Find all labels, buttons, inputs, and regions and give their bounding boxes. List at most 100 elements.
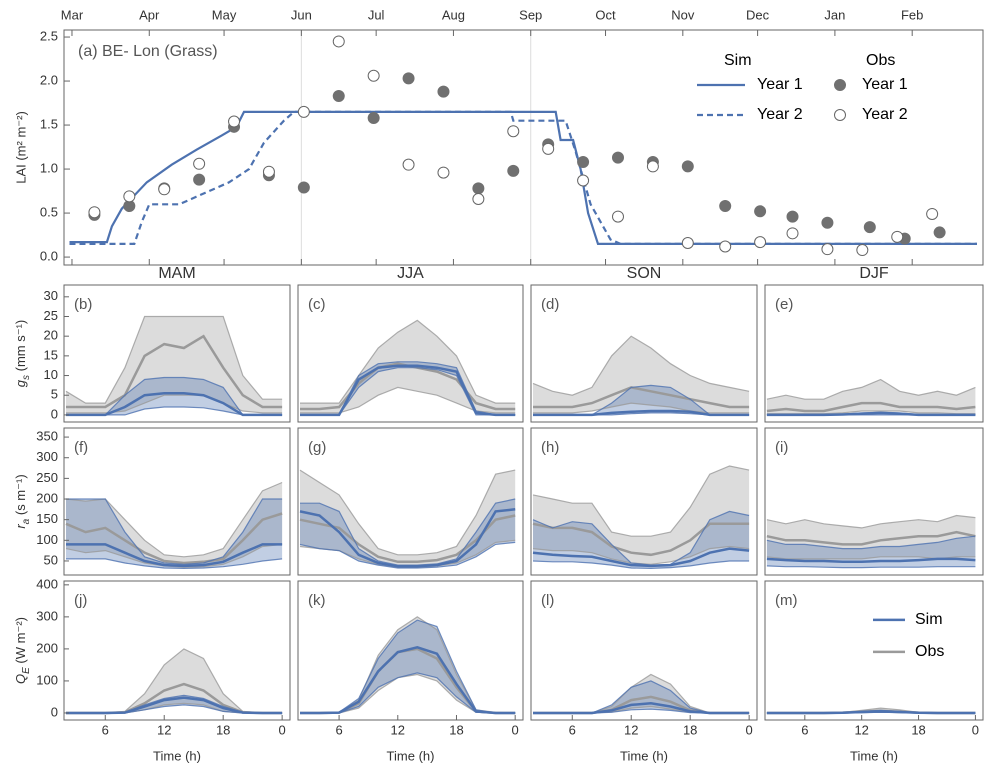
legend-label: Sim xyxy=(915,611,943,628)
y-label-symbol: g xyxy=(13,379,28,387)
legend-swatch xyxy=(834,109,846,121)
obs-point xyxy=(926,207,939,220)
obs-point xyxy=(437,85,450,98)
y-tick-label: 300 xyxy=(36,608,58,623)
frame xyxy=(764,580,984,721)
y-label-symbol: Q xyxy=(13,674,28,684)
range-band xyxy=(533,336,750,413)
panel-label: (i) xyxy=(775,439,788,456)
panel-label: (h) xyxy=(541,439,559,456)
obs-point xyxy=(646,160,659,173)
range-edge xyxy=(299,541,516,569)
range-edge xyxy=(66,394,283,414)
range-edge xyxy=(300,319,516,404)
x-tick-label: 6 xyxy=(102,722,109,737)
y-tick-label: 0.5 xyxy=(40,205,58,220)
y-tick-label: 200 xyxy=(36,640,58,655)
obs-point xyxy=(123,190,136,203)
x-tick-label: 18 xyxy=(911,722,925,737)
x-tick-label: 6 xyxy=(569,722,576,737)
x-tick-label: 12 xyxy=(854,722,868,737)
x-tick-label: 6 xyxy=(335,722,342,737)
obs-point xyxy=(472,182,485,195)
column-title: DJF xyxy=(859,265,889,282)
y-label-subscript: E xyxy=(21,667,32,674)
range-band xyxy=(533,385,750,415)
median-line xyxy=(66,392,283,417)
y-tick-label: 5 xyxy=(51,387,58,402)
range-edge xyxy=(766,378,976,400)
x-tick-label: Jan xyxy=(824,7,845,22)
y-tick-label: 300 xyxy=(36,449,58,464)
obs-point xyxy=(933,226,946,239)
range-band xyxy=(66,482,283,568)
range-edge xyxy=(532,510,750,566)
range-edge xyxy=(532,560,750,570)
range-band xyxy=(66,648,283,713)
x-axis-label: Time (h) xyxy=(387,748,435,763)
obs-point xyxy=(193,173,206,186)
range-edge xyxy=(766,565,976,569)
median-line xyxy=(766,401,976,413)
range-edge xyxy=(532,335,750,396)
median-line xyxy=(766,530,976,546)
y-tick-label: 15 xyxy=(44,347,58,362)
panel-label: (j) xyxy=(74,592,87,609)
obs-point xyxy=(577,156,590,169)
x-tick-label: May xyxy=(212,7,237,22)
median-line xyxy=(66,696,283,715)
obs-point xyxy=(228,115,241,128)
legend-label: Year 2 xyxy=(757,106,803,123)
panel-label: (c) xyxy=(308,296,326,313)
y-tick-label: 350 xyxy=(36,429,58,444)
panel-label: (k) xyxy=(308,592,326,609)
obs-point xyxy=(262,165,275,178)
y-label-symbol: r xyxy=(13,524,28,529)
obs-point xyxy=(367,112,380,125)
x-tick-label: Sep xyxy=(519,7,542,22)
panel-label: (l) xyxy=(541,592,554,609)
obs-point xyxy=(88,206,101,219)
obs-point xyxy=(611,151,624,164)
y-tick-label: 50 xyxy=(44,552,58,567)
column-title: SON xyxy=(627,265,662,282)
panel-label: (d) xyxy=(541,296,559,313)
obs-point xyxy=(332,35,345,48)
y-tick-label: 2.5 xyxy=(40,28,58,43)
obs-point xyxy=(821,243,834,256)
y-tick-label: 2.0 xyxy=(40,72,58,87)
range-edge xyxy=(66,558,283,570)
obs-point xyxy=(193,157,206,170)
frame xyxy=(530,580,758,721)
plot-area xyxy=(765,581,983,720)
x-tick-label: 0 xyxy=(972,722,979,737)
x-axis-label: Time (h) xyxy=(153,748,201,763)
median-line xyxy=(533,409,750,417)
legend-label: Year 2 xyxy=(862,106,908,123)
obs-point xyxy=(158,183,171,196)
y-tick-label: 10 xyxy=(44,367,58,382)
frame xyxy=(63,284,291,423)
range-edge xyxy=(299,469,516,556)
frame xyxy=(764,427,984,576)
frame xyxy=(530,284,758,423)
frame xyxy=(63,580,291,721)
x-tick-label: 0 xyxy=(746,722,753,737)
legend-swatch xyxy=(834,79,846,91)
y-tick-label: 1.0 xyxy=(40,161,58,176)
range-edge xyxy=(766,514,976,529)
obs-point xyxy=(297,105,310,118)
panel-label: (a) BE- Lon (Grass) xyxy=(78,43,218,60)
plot-area xyxy=(64,285,290,422)
obs-point xyxy=(786,210,799,223)
obs-point xyxy=(754,205,767,218)
obs-point xyxy=(507,164,520,177)
x-tick-label: 12 xyxy=(157,722,171,737)
x-tick-label: 0 xyxy=(279,722,286,737)
y-tick-label: 250 xyxy=(36,470,58,485)
obs-point xyxy=(611,210,624,223)
frame xyxy=(297,284,524,423)
x-tick-label: 18 xyxy=(683,722,697,737)
obs-point xyxy=(681,236,694,249)
y-axis-label: QE (W m⁻²) xyxy=(13,617,31,684)
